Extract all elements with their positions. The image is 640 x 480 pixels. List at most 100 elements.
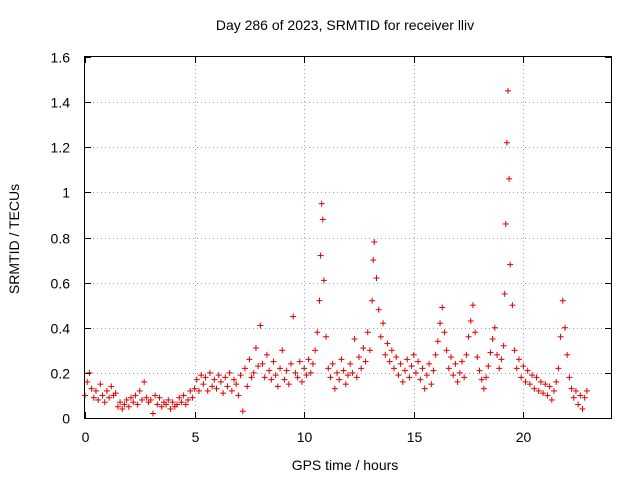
data-point [342, 381, 349, 388]
data-point [257, 322, 264, 329]
data-point [349, 369, 356, 376]
data-point [97, 381, 104, 388]
data-point [165, 396, 172, 403]
data-point [577, 392, 584, 399]
data-point [546, 383, 553, 390]
data-point [189, 394, 196, 401]
data-point [220, 390, 227, 397]
data-point [467, 317, 474, 324]
data-point [331, 385, 338, 392]
data-point [283, 367, 290, 374]
data-point [222, 374, 229, 381]
data-point [544, 392, 551, 399]
data-point [579, 405, 586, 412]
y-tick-label: 1.6 [51, 50, 71, 66]
data-point [294, 374, 301, 381]
data-point [244, 383, 251, 390]
data-point [520, 363, 527, 370]
data-point [224, 383, 231, 390]
data-point [215, 372, 222, 379]
data-point [204, 387, 211, 394]
x-tick-label: 15 [407, 429, 423, 445]
data-point [583, 387, 590, 394]
data-point [108, 383, 115, 390]
data-point [364, 329, 371, 336]
data-point [112, 390, 119, 397]
data-point [395, 372, 402, 379]
data-point [445, 365, 452, 372]
data-point [279, 347, 286, 354]
data-point [575, 401, 582, 408]
data-point [270, 358, 277, 365]
data-point [121, 401, 128, 408]
data-point [103, 387, 110, 394]
data-point [325, 365, 332, 372]
data-point [226, 369, 233, 376]
data-point [450, 372, 457, 379]
data-point [401, 367, 408, 374]
y-tick-label: 1 [62, 185, 70, 201]
data-point [551, 387, 558, 394]
data-point [340, 367, 347, 374]
data-point [307, 369, 314, 376]
data-point [345, 372, 351, 379]
data-point [211, 376, 218, 383]
data-point [509, 302, 516, 309]
data-point [386, 358, 393, 365]
data-point [154, 401, 161, 408]
data-point [187, 387, 194, 394]
data-point [272, 372, 279, 379]
data-point [149, 410, 156, 417]
data-point [555, 365, 562, 372]
data-point [503, 139, 510, 146]
data-point [480, 385, 487, 392]
data-point [305, 356, 312, 363]
data-point [347, 360, 354, 367]
data-point [441, 329, 448, 336]
data-point [92, 387, 99, 394]
data-point [180, 392, 187, 399]
data-point [248, 374, 255, 381]
data-point [323, 333, 330, 340]
data-point [559, 297, 566, 304]
data-point [483, 374, 490, 381]
data-point [377, 333, 384, 340]
data-point [241, 365, 248, 372]
data-point [101, 399, 108, 406]
data-point [432, 351, 439, 358]
data-point [428, 381, 435, 388]
data-point [143, 394, 150, 401]
data-point [336, 376, 343, 383]
data-point [213, 385, 220, 392]
data-point [498, 356, 505, 363]
data-point [250, 369, 257, 376]
data-point [430, 367, 437, 374]
data-point [474, 354, 481, 361]
data-point [235, 392, 242, 399]
data-point [531, 385, 538, 392]
data-point [178, 399, 185, 406]
y-axis-label: SRMTID / TECUs [6, 184, 22, 294]
plot-frame [84, 56, 612, 419]
data-point [515, 356, 522, 363]
data-point [382, 351, 389, 358]
data-point [169, 399, 176, 406]
data-point [206, 369, 213, 376]
data-point [397, 360, 404, 367]
data-point [182, 401, 189, 408]
data-point [119, 405, 126, 412]
data-point [316, 297, 323, 304]
data-point [448, 354, 455, 361]
data-point [458, 358, 465, 365]
data-point [572, 387, 579, 394]
data-point [281, 376, 288, 383]
data-point [217, 378, 224, 385]
data-point [228, 387, 235, 394]
data-point [266, 367, 273, 374]
data-point [285, 381, 292, 388]
grid [85, 57, 611, 418]
data-point [288, 360, 295, 367]
data-point [423, 372, 430, 379]
data-point [198, 372, 205, 379]
